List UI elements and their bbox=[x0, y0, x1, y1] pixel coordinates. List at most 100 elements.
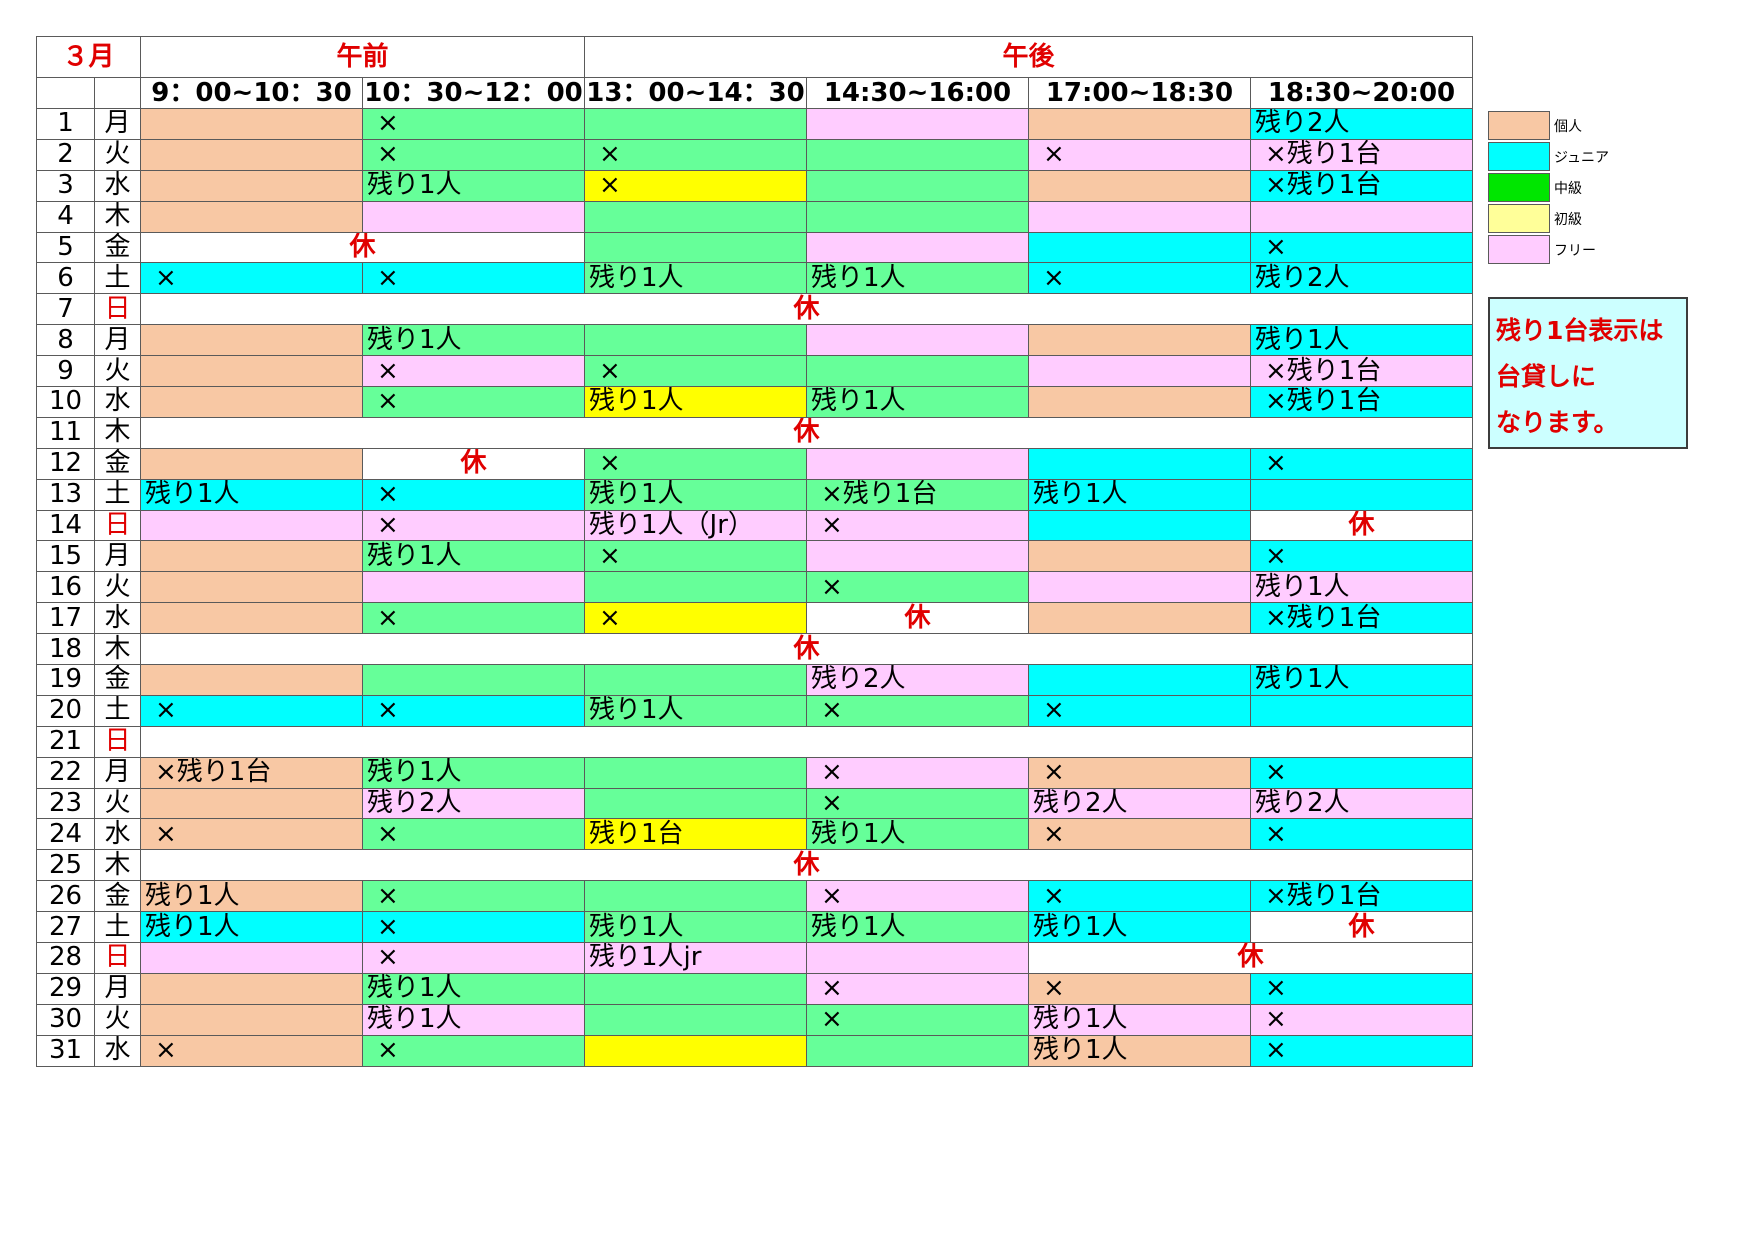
slot-cell bbox=[1028, 664, 1251, 696]
am-label: 午前 bbox=[140, 36, 585, 78]
table-row: 14 日 × 残り1人（Jr） × 休 bbox=[36, 509, 1473, 542]
slot-cell: × bbox=[362, 509, 585, 542]
slot-cell: 残り1人 bbox=[140, 478, 363, 511]
legend-swatch bbox=[1488, 111, 1550, 140]
slot-cell: 残り2人 bbox=[806, 664, 1029, 696]
table-row: 13 土残り1人 × 残り1人 ×残り1台 残り1人 bbox=[36, 478, 1473, 511]
day-number: 25 bbox=[36, 849, 95, 882]
table-row: 22 月 ×残り1台 残り1人 × × × bbox=[36, 756, 1473, 789]
slot-cell: 残り1人 bbox=[806, 818, 1029, 851]
slot-cell: × bbox=[1028, 694, 1251, 727]
slot-cell: × bbox=[1250, 972, 1473, 1005]
weekday: 水 bbox=[94, 169, 141, 202]
closed-cell: 休 bbox=[140, 293, 1473, 326]
day-number: 23 bbox=[36, 787, 95, 820]
weekday: 火 bbox=[94, 787, 141, 820]
weekday: 日 bbox=[94, 942, 141, 974]
slot-cell: × bbox=[806, 756, 1029, 789]
table-row: 2 火 × × × ×残り1台 bbox=[36, 138, 1473, 171]
day-number: 24 bbox=[36, 818, 95, 851]
table-row: 20 土 × × 残り1人 × × bbox=[36, 694, 1473, 727]
closed-cell: 休 bbox=[140, 633, 1473, 666]
table-row: 24 水 × × 残り1台 残り1人 × × bbox=[36, 818, 1473, 851]
slot-cell bbox=[140, 447, 363, 480]
table-row: 30 火残り1人 × 残り1人 × bbox=[36, 1003, 1473, 1036]
slot-cell: 残り1人 bbox=[362, 540, 585, 573]
schedule-table: ３月 午前 午後 9：00~10：30 10：30~12：00 13：00~14… bbox=[36, 36, 1473, 1067]
weekday: 土 bbox=[94, 911, 141, 944]
slot-cell bbox=[806, 1034, 1029, 1067]
slot-cell bbox=[584, 108, 807, 140]
slot-cell: × bbox=[584, 138, 807, 171]
slot-cell: × bbox=[140, 262, 363, 295]
slot-cell bbox=[1250, 478, 1473, 511]
table-row: 3 水 残り1人 × ×残り1台 bbox=[36, 169, 1473, 202]
slot-cell: × bbox=[362, 262, 585, 295]
day-number: 12 bbox=[36, 447, 95, 480]
legend-item: 初級 bbox=[1488, 203, 1609, 234]
weekday: 月 bbox=[94, 756, 141, 789]
slot-cell bbox=[140, 787, 363, 820]
slot-cell bbox=[1028, 355, 1251, 388]
slot-cell bbox=[584, 1034, 807, 1067]
slot-cell: 残り1人 bbox=[806, 262, 1029, 295]
day-number: 28 bbox=[36, 942, 95, 974]
table-row: 21 日 bbox=[36, 725, 1473, 758]
slot-cell: 残り1人 bbox=[584, 262, 807, 295]
table-row: 23 火残り2人 × 残り2人 残り2人 bbox=[36, 787, 1473, 820]
slot-cell: × bbox=[806, 509, 1029, 542]
slot-cell: 残り1人 bbox=[1250, 664, 1473, 696]
day-number: 14 bbox=[36, 509, 95, 542]
slot-cell bbox=[1028, 540, 1251, 573]
table-row: 19 金 残り2人 残り1人 bbox=[36, 664, 1473, 696]
day-number: 10 bbox=[36, 386, 95, 418]
slot-cell bbox=[140, 386, 363, 418]
weekday: 月 bbox=[94, 540, 141, 573]
slot-cell: × bbox=[806, 1003, 1029, 1036]
slot-cell bbox=[1250, 694, 1473, 727]
day-number: 17 bbox=[36, 602, 95, 635]
slot-cell: × bbox=[362, 818, 585, 851]
slot-cell: × bbox=[362, 694, 585, 727]
day-number: 16 bbox=[36, 571, 95, 604]
slot-cell: 残り2人 bbox=[1250, 262, 1473, 295]
slot-cell: × bbox=[362, 386, 585, 418]
slot-cell: × bbox=[1028, 972, 1251, 1005]
slot-cell bbox=[1028, 509, 1251, 542]
day-number: 27 bbox=[36, 911, 95, 944]
slot-cell: × bbox=[1028, 880, 1251, 913]
slot-cell: 残り1人 bbox=[1250, 324, 1473, 357]
day-number: 18 bbox=[36, 633, 95, 666]
slot-cell: × bbox=[1028, 756, 1251, 789]
day-number: 26 bbox=[36, 880, 95, 913]
table-row: 6 土 × × 残り1人 残り1人 × 残り2人 bbox=[36, 262, 1473, 295]
legend-label: 初級 bbox=[1554, 211, 1582, 228]
legend-label: 中級 bbox=[1554, 180, 1582, 197]
slot-cell: × bbox=[362, 138, 585, 171]
slot-cell: × bbox=[362, 478, 585, 511]
weekday: 土 bbox=[94, 262, 141, 295]
slot-cell bbox=[1028, 231, 1251, 264]
slot-cell: ×残り1台 bbox=[1250, 138, 1473, 171]
slot-cell bbox=[584, 664, 807, 696]
weekday: 火 bbox=[94, 355, 141, 388]
slot-cell: 残り1人 bbox=[362, 1003, 585, 1036]
table-row: 31 水 × × 残り1人 × bbox=[36, 1034, 1473, 1067]
day-number: 13 bbox=[36, 478, 95, 511]
weekday: 金 bbox=[94, 231, 141, 264]
table-row: 26 金残り1人 × × × ×残り1台 bbox=[36, 880, 1473, 913]
slot-cell: 残り1人 bbox=[584, 478, 807, 511]
slot-cell: 残り1人 bbox=[806, 911, 1029, 944]
table-row: 10 水 × 残り1人 残り1人 ×残り1台 bbox=[36, 386, 1473, 418]
closed-cell: 休 bbox=[362, 447, 585, 480]
slot-cell: 残り1人 bbox=[1028, 478, 1251, 511]
weekday: 木 bbox=[94, 849, 141, 882]
slot-cell bbox=[584, 787, 807, 820]
slot-cell: 残り1人（Jr） bbox=[584, 509, 807, 542]
slot-cell bbox=[140, 602, 363, 635]
slot-cell: × bbox=[584, 447, 807, 480]
slot-cell: × bbox=[806, 571, 1029, 604]
slot-cell: × bbox=[1250, 231, 1473, 264]
slot-cell: 残り1人 bbox=[140, 911, 363, 944]
